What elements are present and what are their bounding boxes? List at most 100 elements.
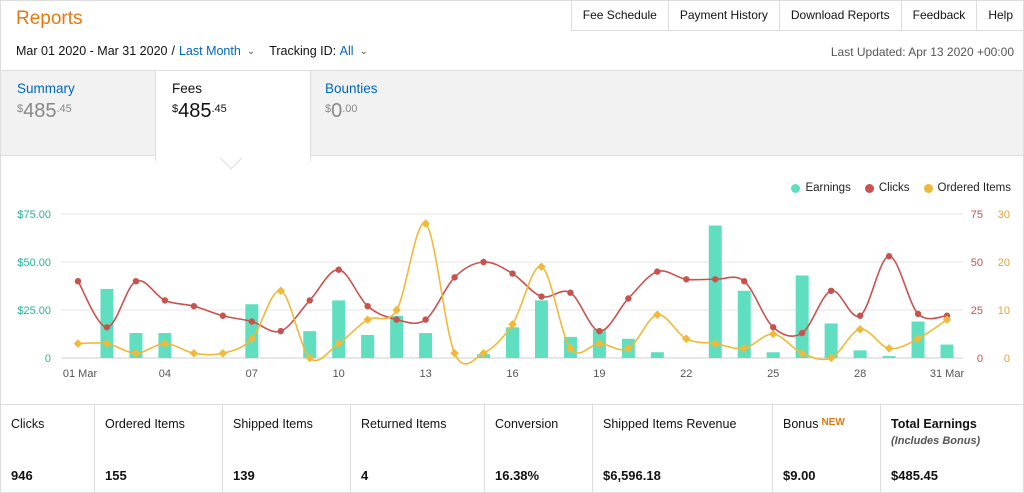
earnings-bar bbox=[795, 275, 809, 358]
legend-earnings[interactable]: Earnings bbox=[791, 182, 851, 194]
clicks-point bbox=[741, 278, 748, 285]
clicks-point bbox=[654, 268, 661, 275]
legend-clicks[interactable]: Clicks bbox=[864, 182, 910, 194]
stat-ordered-items: Ordered Items 155 bbox=[95, 405, 223, 493]
clicks-point bbox=[306, 297, 313, 304]
earnings-bar bbox=[129, 333, 143, 358]
tracking-id-label: Tracking ID: bbox=[269, 44, 337, 58]
tab-fees[interactable]: Fees $485.45 bbox=[155, 71, 311, 161]
earnings-bar bbox=[245, 304, 259, 358]
ordered-items-point bbox=[479, 348, 488, 358]
filter-row: Mar 01 2020 - Mar 31 2020 / Last Month ⌄… bbox=[16, 44, 382, 58]
clicks-point bbox=[856, 312, 864, 319]
y-tick-label-right-ordered: 30 bbox=[998, 209, 1010, 221]
clicks-point bbox=[567, 289, 574, 296]
x-tick-label: 28 bbox=[854, 368, 866, 380]
ordered-items-point bbox=[392, 305, 401, 315]
ordered-items-point bbox=[247, 334, 257, 344]
clicks-point bbox=[712, 276, 719, 283]
y-tick-label-left: $25.00 bbox=[17, 305, 51, 317]
clicks-point bbox=[538, 293, 545, 300]
ordered-items-point bbox=[450, 348, 459, 358]
stats-row: Clicks 946 Ordered Items 155 Shipped Ite… bbox=[1, 404, 1023, 493]
x-tick-label: 13 bbox=[419, 368, 431, 380]
earnings-bar bbox=[534, 300, 548, 358]
ordered-items-point bbox=[855, 324, 865, 334]
stat-sublabel: (Includes Bonus) bbox=[891, 435, 981, 447]
stat-shipped-revenue: Shipped Items Revenue $6,596.18 bbox=[593, 405, 773, 493]
tab-summary[interactable]: Summary $485.45 bbox=[1, 71, 155, 157]
earnings-bar bbox=[419, 333, 433, 358]
clicks-point bbox=[827, 287, 835, 294]
y-tick-label-left: $75.00 bbox=[17, 209, 51, 221]
chart-svg: $75.00 75 30 $50.00 50 20 $25.00 25 10 0 0 0 01 Mar 0… bbox=[17, 209, 1010, 380]
tab-fees-amount: $485.45 bbox=[172, 100, 227, 122]
fee-schedule-button[interactable]: Fee Schedule bbox=[572, 0, 669, 31]
x-tick-label: 25 bbox=[767, 368, 779, 380]
help-button[interactable]: Help bbox=[988, 8, 1013, 22]
x-tick-label: 01 Mar bbox=[63, 368, 98, 380]
payment-history-button[interactable]: Payment History bbox=[669, 0, 780, 31]
earnings-bar bbox=[332, 300, 346, 358]
ordered-items-point bbox=[884, 344, 894, 353]
ordered-items-point bbox=[421, 219, 430, 228]
ordered-items-point bbox=[131, 348, 141, 358]
clicks-point bbox=[596, 327, 603, 335]
legend-ordered-items[interactable]: Ordered Items bbox=[923, 182, 1011, 194]
stat-clicks: Clicks 946 bbox=[1, 405, 95, 493]
clicks-point bbox=[74, 278, 82, 285]
y-tick-label-right-ordered: 0 bbox=[1004, 353, 1010, 365]
clicks-point bbox=[683, 276, 690, 283]
earnings-bar bbox=[853, 350, 867, 358]
stat-value: $6,596.18 bbox=[603, 468, 661, 483]
clicks-point bbox=[248, 318, 255, 325]
date-range-text: Mar 01 2020 - Mar 31 2020 bbox=[16, 44, 168, 58]
legend-earnings-swatch bbox=[791, 183, 801, 193]
earnings-bar bbox=[737, 290, 751, 358]
stat-label: Shipped Items bbox=[233, 417, 313, 431]
clicks-point bbox=[480, 258, 487, 266]
tab-summary-amount: $485.45 bbox=[17, 100, 72, 122]
ordered-items-point bbox=[363, 315, 372, 324]
clicks-point bbox=[364, 302, 371, 310]
earnings-chart: $75.00 75 30 $50.00 50 20 $25.00 25 10 0 0 0 01 Mar 0… bbox=[1, 157, 1023, 401]
tab-bounties-amount: $0.00 bbox=[325, 100, 358, 122]
stat-label: Returned Items bbox=[361, 417, 447, 431]
chevron-down-icon[interactable]: ⌄ bbox=[246, 45, 256, 57]
feedback-button[interactable]: Feedback bbox=[902, 0, 978, 31]
ordered-items-point bbox=[218, 348, 228, 358]
tab-summary-label: Summary bbox=[17, 81, 75, 96]
y-tick-label-left: $50.00 bbox=[17, 257, 51, 269]
ordered-items-point bbox=[768, 329, 778, 339]
chevron-down-icon[interactable]: ⌄ bbox=[359, 45, 368, 57]
date-separator: / bbox=[171, 44, 175, 58]
download-reports-button[interactable]: Download Reports bbox=[780, 0, 902, 31]
stat-value: 16.38% bbox=[495, 468, 540, 483]
legend-clicks-label: Clicks bbox=[878, 182, 910, 194]
earnings-bar bbox=[650, 352, 664, 358]
summary-tabs: Summary $485.45 Fees $485.45 Bounties $0… bbox=[1, 70, 1023, 161]
bonus-label: Bonus bbox=[783, 417, 819, 431]
date-preset-dropdown[interactable]: Last Month bbox=[178, 44, 241, 58]
clicks-point bbox=[161, 297, 169, 304]
ordered-items-point bbox=[160, 339, 170, 348]
stat-value: 155 bbox=[105, 468, 127, 483]
ordered-items-point bbox=[624, 344, 633, 353]
earnings-bar bbox=[100, 288, 114, 358]
stat-bonus: Bonus NEW $9.00 bbox=[773, 405, 881, 493]
ordered-items-point bbox=[305, 353, 314, 363]
ordered-items-point bbox=[189, 348, 199, 358]
y-tick-label-right-clicks: 50 bbox=[971, 257, 983, 269]
earnings-bar bbox=[940, 344, 954, 358]
stat-value: 4 bbox=[361, 468, 369, 483]
clicks-point bbox=[509, 270, 516, 277]
y-tick-label-right-ordered: 20 bbox=[998, 257, 1010, 269]
tracking-id-dropdown[interactable]: All bbox=[339, 44, 354, 58]
stat-label: Ordered Items bbox=[105, 417, 185, 431]
stat-value: $9.00 bbox=[783, 468, 816, 483]
ordered-items-point bbox=[102, 339, 112, 348]
tab-bounties[interactable]: Bounties $0.00 bbox=[309, 71, 469, 157]
x-tick-label: 10 bbox=[333, 368, 345, 380]
clicks-point bbox=[422, 316, 429, 323]
last-updated: Last Updated: Apr 13 2020 +00:00 bbox=[830, 45, 1014, 59]
